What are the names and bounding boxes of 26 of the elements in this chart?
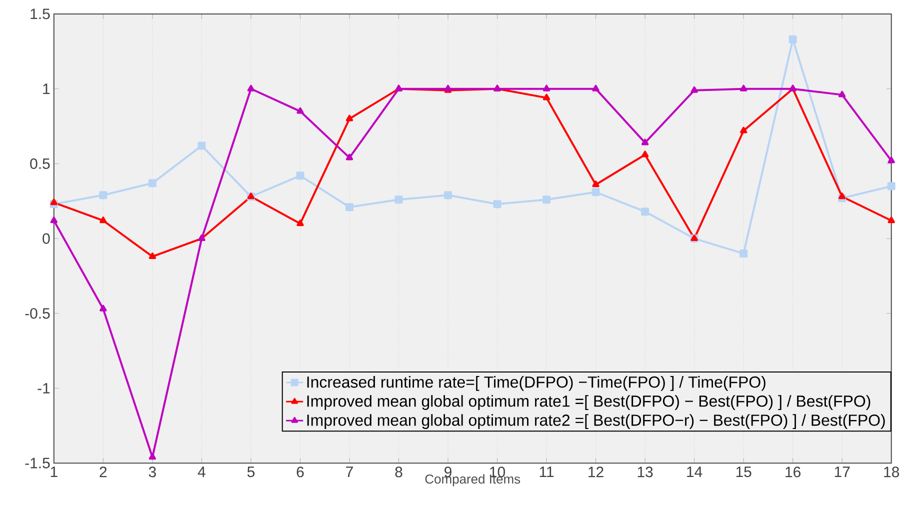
x-tick-label: 7 <box>346 466 353 477</box>
y-tick-label: -0.5 <box>25 308 50 319</box>
legend-label: Improved mean global optimum rate1 =[ Best(DFPO) − Best(FPO) ] / Best(FPO) <box>307 395 870 410</box>
y-tick-label: 0.5 <box>30 158 50 169</box>
x-tick-label: 2 <box>100 466 107 478</box>
x-tick-label: 1 <box>50 466 58 477</box>
x-tick-label: 15 <box>736 466 752 478</box>
y-tick-label: -1.5 <box>25 458 50 468</box>
x-tick-label: 16 <box>786 466 800 478</box>
x-tick-label: 3 <box>148 466 156 478</box>
x-tick-label: 18 <box>884 466 900 478</box>
y-tick-label: 1 <box>43 84 50 94</box>
x-tick-label: 5 <box>247 466 254 478</box>
y-tick-label: 1.5 <box>30 8 50 20</box>
legend-label: Increased runtime rate=[ Time(DFPO) −Time(FPO) ] / Time(FPO) <box>307 376 766 391</box>
x-tick-label: 8 <box>395 466 402 478</box>
legend-label: Improved mean global optimum rate2 =[ Best(DFPO−r) − Best(FPO) ] / Best(FPO) <box>307 414 885 429</box>
x-tick-label: 17 <box>834 466 850 477</box>
x-tick-label: 14 <box>687 466 702 477</box>
x-tick-label: 13 <box>638 466 653 478</box>
y-tick-label: -1 <box>38 383 50 394</box>
x-tick-label: 6 <box>296 466 304 478</box>
y-tick-label: 0 <box>42 233 50 244</box>
x-tick-label: 12 <box>588 466 604 478</box>
x-tick-label: 11 <box>540 466 554 477</box>
x-tick-label: 4 <box>198 466 206 477</box>
